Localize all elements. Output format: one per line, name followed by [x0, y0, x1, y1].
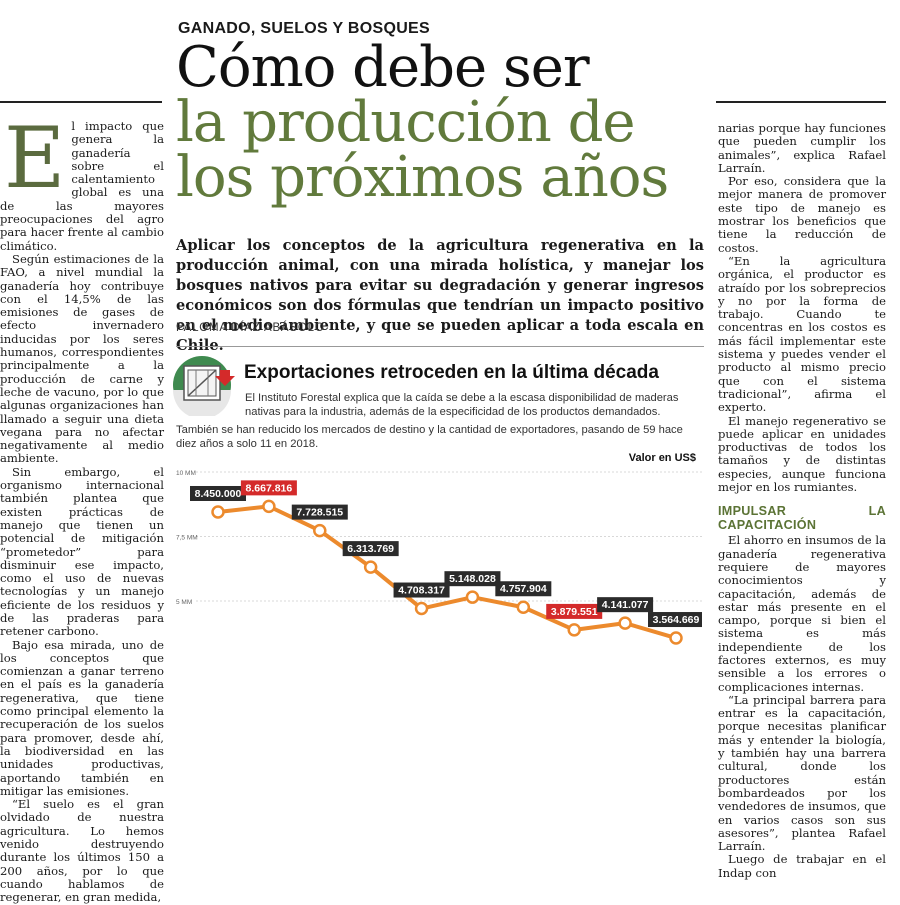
data-label-box [648, 612, 702, 628]
chart-subtitle: El Instituto Forestal explica que la caí… [245, 392, 679, 418]
data-label: 8.450.000 [195, 488, 242, 500]
drop-cap: E [4, 109, 66, 207]
data-label-box [393, 582, 450, 598]
data-label: 7.728.515 [296, 507, 343, 519]
byline-separator [176, 346, 704, 347]
data-point [414, 601, 429, 616]
data-point [313, 523, 327, 538]
top-right-rule [716, 101, 886, 103]
right-column: narias porque hay funciones que pueden c… [718, 121, 886, 880]
y-tick-label: 5 MM [176, 599, 192, 606]
data-point [669, 631, 683, 645]
headline-line-2: la producción de [176, 90, 636, 155]
chart-title: Exportaciones retroceden en la última dé… [244, 362, 659, 383]
data-label-box [342, 541, 399, 557]
left-paragraph-2: Según estimaciones de la FAO, a nivel mu… [0, 251, 164, 466]
data-point [516, 600, 531, 614]
y-tick-label: 10 MM [176, 470, 196, 477]
data-point [211, 505, 225, 519]
data-label: 4.757.904 [500, 583, 547, 595]
data-label-box [190, 485, 246, 501]
data-label: 5.148.028 [449, 573, 496, 585]
data-label: 4.141.077 [602, 599, 649, 611]
lead-paragraph: Aplicar los conceptos de la agricultura … [176, 237, 704, 354]
data-point [567, 623, 581, 637]
data-point [262, 499, 276, 514]
right-paragraph-7: Luego de trabajar en el Indap con [718, 852, 886, 880]
subhead: IMPULSAR LA CAPACITACIÓN [718, 504, 886, 533]
chart-unit-label: Valor en US$ [628, 452, 696, 464]
section-kicker: GANADO, SUELOS Y BOSQUES [178, 20, 430, 37]
headline-line-1: Cómo debe ser [176, 35, 590, 100]
left-column: E l impacto que genera la ganadería sobr… [0, 109, 164, 905]
data-label-box [240, 480, 297, 496]
data-label-box [495, 581, 552, 597]
wood-crate-icon [173, 356, 235, 416]
y-tick-label: 7,5 MM [176, 535, 198, 542]
right-paragraph-4: El manejo regenerativo se puede aplicar … [718, 413, 886, 495]
left-paragraph-1: l impacto que genera la ganadería sobre … [0, 119, 164, 253]
data-label: 6.313.769 [347, 543, 394, 555]
right-paragraph-2: Por eso, considera que la mejor manera d… [718, 174, 886, 255]
export-line-chart: 10 MM 7,5 MM 5 MM 8.450.000 8.667.816 7.728.5… [176, 470, 702, 645]
right-paragraph-1: narias porque hay funciones que pueden c… [718, 121, 886, 175]
chart-note: También se han reducido los mercados de … [176, 424, 683, 450]
left-paragraph-3: Sin embargo, el organismo internacional … [0, 464, 164, 639]
data-label: 8.667.816 [246, 482, 293, 494]
data-point [465, 590, 480, 604]
data-label-box [546, 603, 603, 619]
data-label: 4.708.317 [398, 585, 445, 597]
headline: Cómo debe ser la producción de los próxi… [176, 35, 716, 210]
right-paragraph-6: “La principal barrera para entrar es la … [718, 692, 886, 854]
data-label-box [597, 597, 654, 613]
data-point [618, 616, 632, 630]
data-point [363, 560, 378, 574]
data-label-box [291, 504, 348, 520]
headline-line-3: los próximos años [176, 145, 669, 210]
left-paragraph-5: “El suelo es el gran olvidado de nuestra… [0, 797, 164, 905]
byline: PALOMA DÍAZ ABÁSOLO [176, 322, 325, 334]
top-left-rule [0, 101, 162, 103]
right-paragraph-3: “En la agricultura orgánica, el producto… [718, 253, 886, 415]
right-paragraph-5: El ahorro en insumos de la ganadería reg… [718, 533, 886, 694]
data-label: 3.564.669 [653, 614, 700, 626]
data-label-box [444, 571, 501, 587]
data-label: 3.879.551 [551, 606, 598, 618]
left-paragraph-4: Bajo esa mirada, uno de los conceptos qu… [0, 637, 164, 798]
